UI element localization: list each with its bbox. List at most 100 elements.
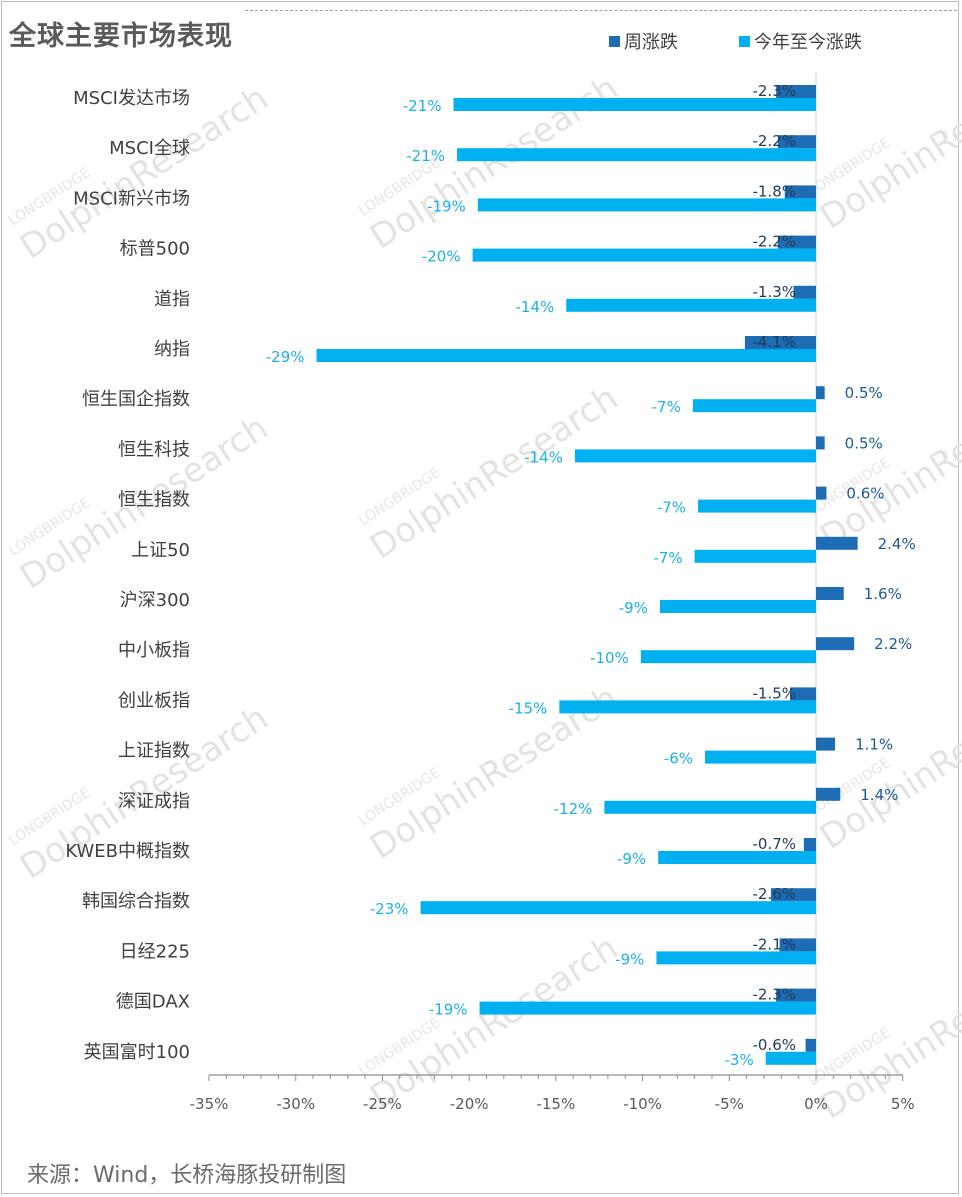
data-label-weekly: 1.6% bbox=[864, 585, 902, 603]
data-label-weekly: -2.6% bbox=[752, 885, 796, 903]
data-label-weekly: -2.2% bbox=[752, 132, 796, 150]
data-label-weekly: 0.6% bbox=[846, 485, 884, 503]
bar-ytd bbox=[457, 148, 816, 162]
x-tick-label: -25% bbox=[363, 1095, 402, 1113]
category-label: 德国DAX bbox=[116, 992, 190, 1013]
category-label: 道指 bbox=[154, 289, 190, 310]
data-label-weekly: 1.4% bbox=[860, 786, 898, 804]
chart-title: 全球主要市场表现 bbox=[9, 21, 233, 52]
bar-weekly bbox=[816, 637, 855, 651]
data-label-ytd: -14% bbox=[515, 298, 554, 316]
legend-ytd-swatch bbox=[739, 36, 750, 47]
data-label-weekly: 0.5% bbox=[845, 384, 883, 402]
bar-weekly bbox=[777, 235, 816, 249]
category-label: 恒生国企指数 bbox=[82, 389, 190, 410]
category-label: 韩国综合指数 bbox=[82, 891, 190, 912]
bar-weekly bbox=[776, 85, 816, 98]
data-label-ytd: -29% bbox=[266, 348, 305, 366]
data-label-weekly: 2.2% bbox=[874, 635, 912, 653]
x-tick-label: -30% bbox=[276, 1095, 315, 1113]
bar-ytd bbox=[316, 349, 816, 362]
data-label-ytd: -20% bbox=[422, 248, 461, 266]
category-label: KWEB中概指数 bbox=[65, 841, 190, 862]
bar-weekly bbox=[816, 386, 825, 400]
data-label-weekly: -0.6% bbox=[752, 1036, 796, 1054]
bar-weekly bbox=[805, 1038, 816, 1052]
bar-weekly bbox=[770, 888, 816, 902]
data-label-ytd: -7% bbox=[657, 499, 686, 517]
bar-weekly bbox=[779, 938, 816, 952]
category-label: MSCI新兴市场 bbox=[73, 188, 190, 209]
bar-ytd bbox=[472, 248, 816, 262]
data-label-weekly: -2.3% bbox=[752, 986, 796, 1004]
category-label: MSCI全球 bbox=[109, 138, 190, 159]
category-label: 纳指 bbox=[154, 339, 190, 360]
data-label-weekly: -1.3% bbox=[752, 283, 796, 301]
data-label-ytd: -19% bbox=[427, 197, 466, 215]
data-label-ytd: -7% bbox=[653, 549, 682, 567]
category-label: 深证成指 bbox=[118, 791, 190, 812]
category-label: MSCI发达市场 bbox=[73, 88, 190, 109]
category-label: 英国富时100 bbox=[84, 1042, 190, 1063]
bar-weekly bbox=[816, 737, 836, 751]
bar-ytd bbox=[640, 650, 816, 664]
data-label-weekly: 1.1% bbox=[855, 736, 893, 754]
data-label-ytd: -6% bbox=[664, 750, 693, 768]
legend-weekly: 周涨跌 bbox=[609, 28, 678, 54]
legend-weekly-label: 周涨跌 bbox=[624, 32, 678, 53]
bar-weekly bbox=[803, 838, 816, 851]
data-label-weekly: -2.3% bbox=[752, 82, 796, 100]
bar-weekly bbox=[816, 536, 858, 550]
source-note: 来源：Wind，长桥海豚投研制图 bbox=[27, 1163, 347, 1188]
data-label-weekly: -0.7% bbox=[752, 835, 796, 853]
data-label-ytd: -23% bbox=[370, 900, 409, 918]
category-label: 上证50 bbox=[131, 540, 190, 561]
data-label-ytd: -15% bbox=[509, 699, 548, 717]
bar-weekly bbox=[816, 787, 841, 801]
data-label-weekly: -2.1% bbox=[752, 935, 796, 953]
bar-weekly bbox=[816, 587, 844, 600]
bar-ytd bbox=[694, 549, 816, 563]
data-label-ytd: -10% bbox=[590, 649, 629, 667]
category-label: 恒生指数 bbox=[118, 490, 190, 511]
bar-ytd bbox=[765, 1051, 816, 1065]
bar-ytd bbox=[656, 951, 816, 965]
bar-weekly bbox=[816, 436, 825, 450]
label-layer: -2.3% -21% -2.2% -21% -1.8% -19% -2.2% -20% -1.3… bbox=[266, 82, 916, 1069]
bar-ytd bbox=[705, 750, 816, 764]
x-tick-label: -20% bbox=[450, 1095, 489, 1113]
x-tick-label: -15% bbox=[536, 1095, 575, 1113]
category-label: 创业板指 bbox=[118, 690, 190, 711]
bar-ytd bbox=[566, 298, 816, 312]
bar-ytd bbox=[698, 499, 816, 513]
legend-weekly-swatch bbox=[609, 36, 620, 47]
bar-ytd bbox=[559, 700, 816, 714]
bar-ytd bbox=[453, 98, 816, 111]
bar-weekly bbox=[776, 988, 816, 1002]
x-tick-label: 5% bbox=[891, 1095, 915, 1113]
bar-ytd bbox=[658, 851, 816, 864]
bar-weekly bbox=[789, 687, 816, 701]
data-label-ytd: -3% bbox=[724, 1051, 753, 1069]
bar-layer bbox=[316, 85, 858, 1065]
bar-weekly bbox=[744, 336, 816, 349]
data-label-ytd: -12% bbox=[554, 800, 593, 818]
data-label-weekly: -1.8% bbox=[752, 182, 796, 200]
data-label-weekly: 0.5% bbox=[845, 434, 883, 452]
bar-weekly bbox=[777, 135, 816, 149]
category-label: 日经225 bbox=[120, 941, 190, 962]
bar-weekly bbox=[784, 185, 816, 199]
bar-ytd bbox=[574, 449, 816, 463]
bar-ytd bbox=[659, 600, 816, 613]
bar-ytd bbox=[420, 901, 816, 915]
axis-layer: -35% -30% -25% -20% -15% -10% -5% 0% 5% MSCI发达市场 M… bbox=[65, 72, 915, 1113]
data-label-ytd: -14% bbox=[524, 448, 563, 466]
category-label: 恒生科技 bbox=[118, 439, 190, 460]
